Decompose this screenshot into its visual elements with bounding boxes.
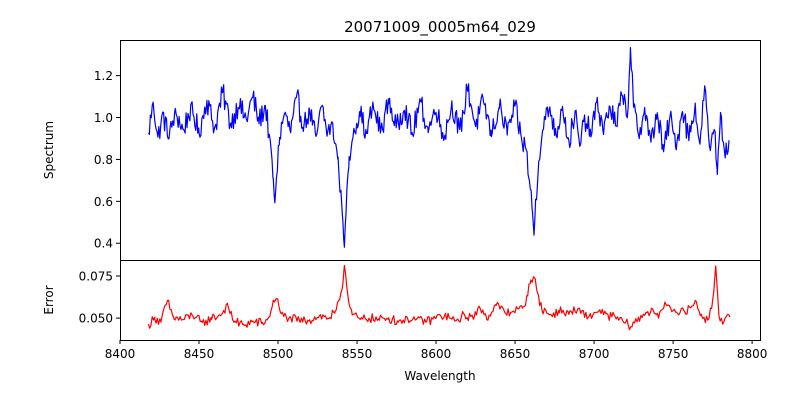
error-axes-frame xyxy=(120,260,761,341)
x-tick-label: 8600 xyxy=(421,347,452,361)
x-axis-label: Wavelength xyxy=(404,369,475,383)
error-series-group xyxy=(147,264,731,331)
y-tick-label: 1.0 xyxy=(94,111,113,125)
y-tick-label: 1.2 xyxy=(94,69,113,83)
y-tick-label: 0.050 xyxy=(79,312,113,326)
error-y-ticks: 0.050 0.075 xyxy=(79,270,120,326)
x-tick-label: 8450 xyxy=(184,347,215,361)
y-tick-label: 0.075 xyxy=(79,270,113,284)
x-tick-label: 8650 xyxy=(500,347,531,361)
error-line xyxy=(147,264,731,331)
x-tick-label: 8400 xyxy=(105,347,136,361)
spectrum-y-ticks: 0.4 0.6 0.8 1.0 1.2 xyxy=(94,69,120,251)
error-y-axis-label: Error xyxy=(42,285,56,314)
spectrum-series-group xyxy=(147,47,730,248)
x-tick-label: 8500 xyxy=(263,347,294,361)
x-tick-label: 8550 xyxy=(342,347,373,361)
x-tick-label: 8750 xyxy=(658,347,689,361)
y-tick-label: 0.4 xyxy=(94,237,113,251)
x-tick-label: 8700 xyxy=(579,347,610,361)
x-tick-label: 8800 xyxy=(737,347,768,361)
y-tick-label: 0.8 xyxy=(94,153,113,167)
chart-title: 20071009_0005m64_029 xyxy=(344,18,536,37)
y-tick-label: 0.6 xyxy=(94,195,113,209)
spectrum-line xyxy=(147,47,730,248)
error-x-ticks: 8400 8450 8500 8550 8600 8650 8700 8750 8800 xyxy=(105,340,768,361)
spectrum-y-axis-label: Spectrum xyxy=(42,121,56,179)
